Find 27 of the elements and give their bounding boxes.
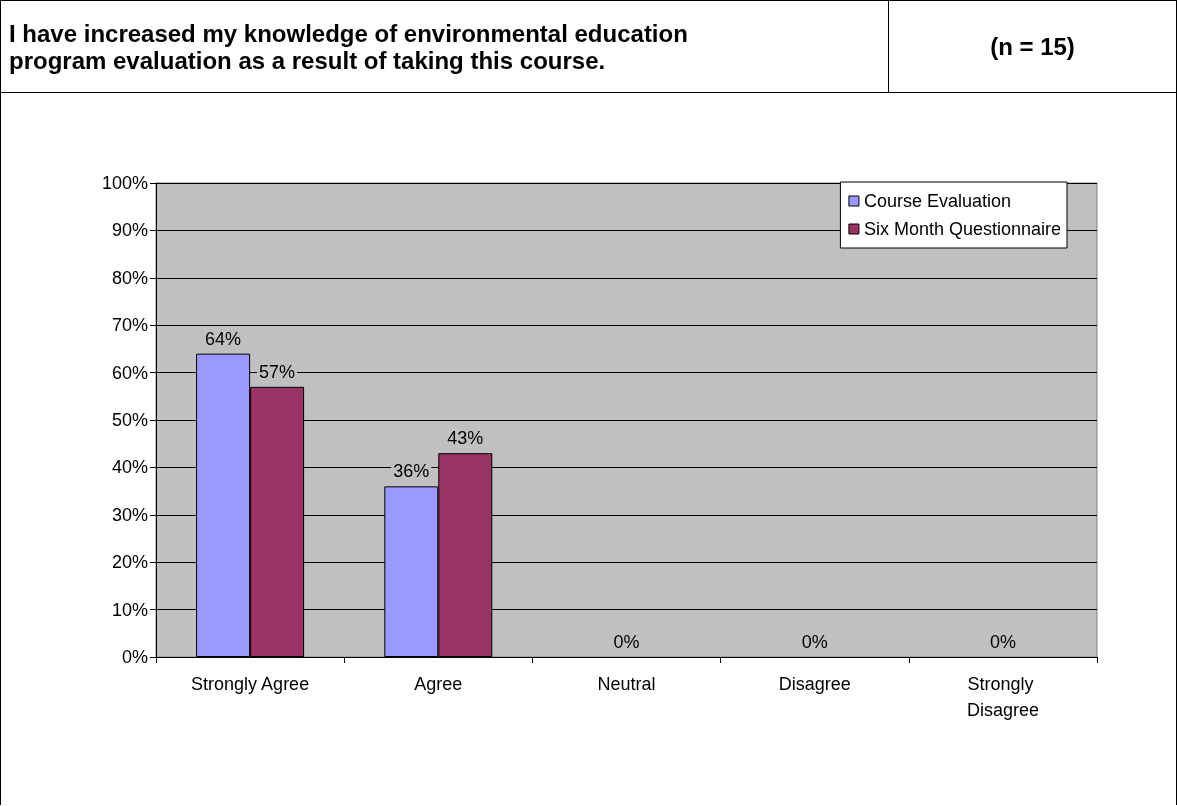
data-label: 36% — [393, 461, 430, 482]
chart-subtitle: (n = 15) — [989, 31, 1076, 62]
legend-label: Course Evaluation — [863, 191, 1011, 211]
data-label: 0% — [801, 632, 828, 652]
data-label: 0% — [613, 632, 640, 652]
y-tick-label: 50% — [111, 410, 148, 430]
data-label: 64% — [205, 328, 242, 349]
y-tick-label: 20% — [111, 552, 148, 573]
x-tick-label: Strongly Agree — [191, 674, 310, 694]
y-tick-label: 30% — [111, 504, 148, 525]
y-tick-label: 100% — [101, 173, 148, 193]
data-label: 0% — [989, 632, 1016, 652]
x-tick-label: Agree — [414, 674, 463, 694]
x-tick-label: Disagree — [778, 674, 851, 694]
y-tick-label: 60% — [111, 362, 148, 383]
y-tick-label: 90% — [111, 220, 148, 241]
chart-title: I have increased my knowledge of environmental education program evaluation as a result of taking this course. — [1, 1, 889, 92]
x-tick-label: Strongly Disagree — [966, 674, 1039, 720]
y-tick-label: 40% — [111, 457, 148, 478]
y-tick-label: 80% — [111, 267, 148, 288]
y-tick-label: 70% — [111, 315, 148, 336]
legend-label: Six Month Questionnaire — [863, 219, 1062, 239]
y-tick-label: 0% — [121, 647, 148, 667]
y-tick-label: 10% — [111, 599, 148, 620]
data-label: 43% — [447, 428, 484, 449]
x-tick-label: Neutral — [597, 674, 656, 694]
data-label: 57% — [259, 361, 296, 382]
